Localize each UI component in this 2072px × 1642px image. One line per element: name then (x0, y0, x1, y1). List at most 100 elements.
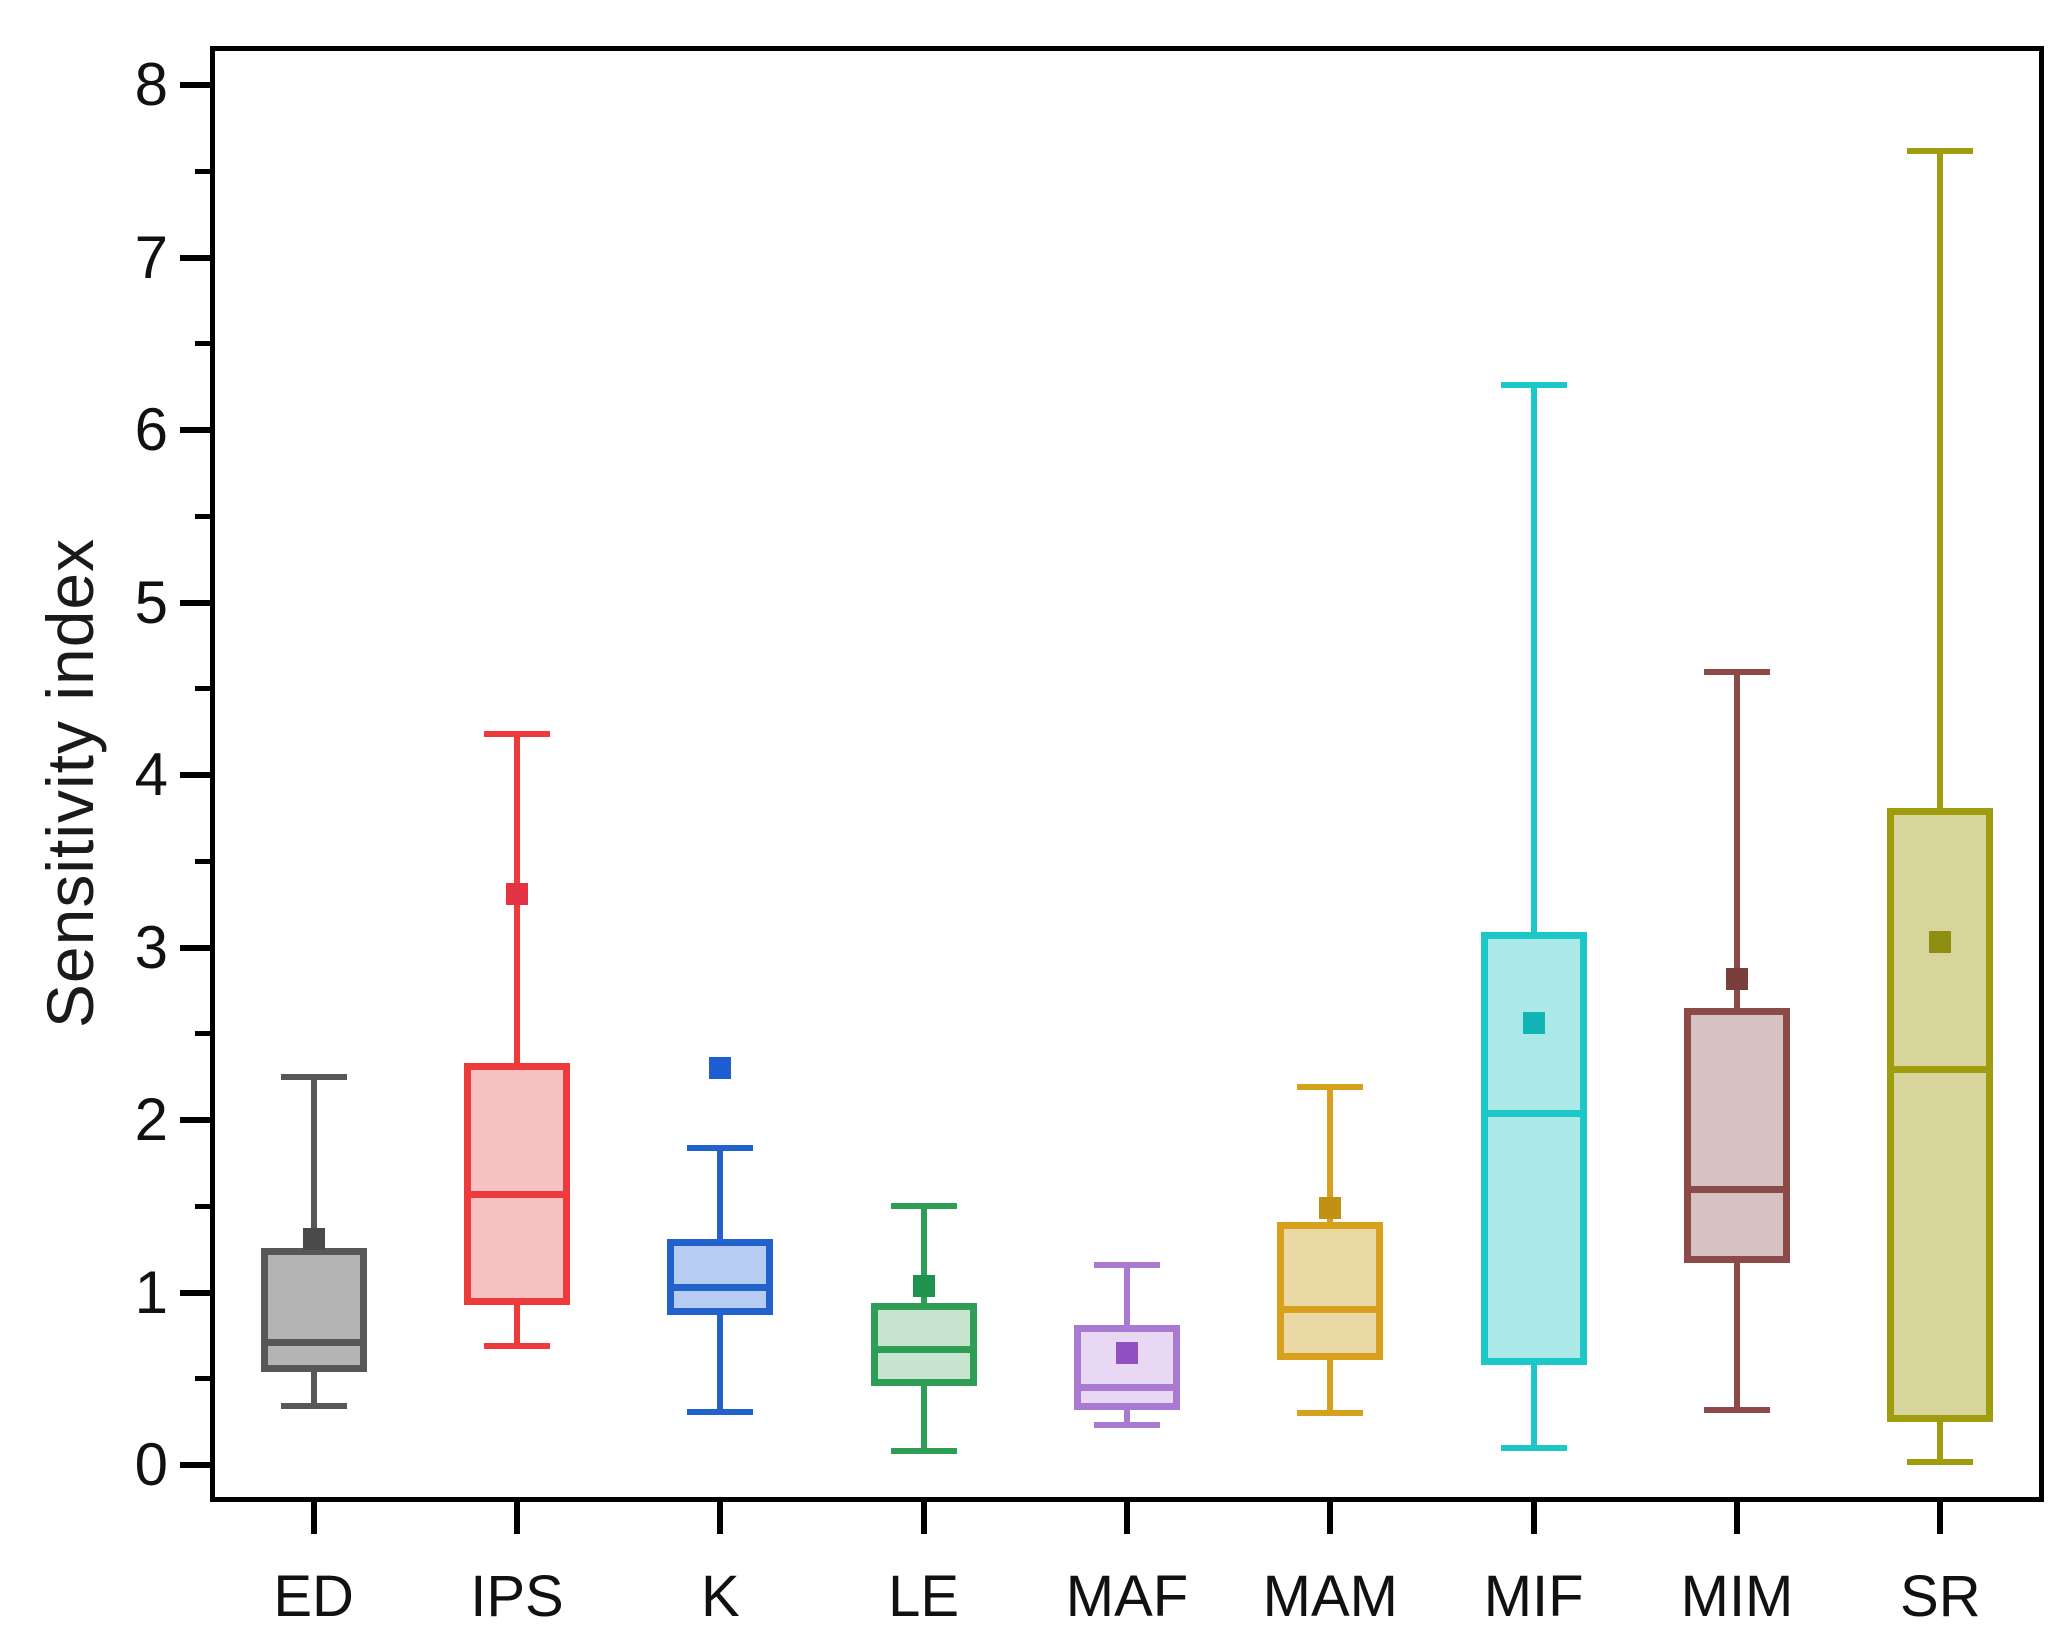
mean-marker-MIF (1522, 1012, 1545, 1035)
lower-cap-MIM (1704, 1406, 1770, 1413)
y-major-tick (180, 944, 210, 951)
lower-whisker-MIM (1734, 1263, 1740, 1410)
outlier-marker-K (709, 1057, 732, 1080)
upper-cap-K (687, 1144, 754, 1151)
lower-cap-K (687, 1408, 754, 1415)
lower-cap-SR (1907, 1458, 1974, 1465)
iqr-box-IPS (464, 1063, 570, 1305)
y-major-tick (180, 599, 210, 606)
lower-whisker-K (717, 1314, 724, 1412)
y-major-tick (180, 254, 210, 261)
x-major-tick (310, 1502, 317, 1534)
median-line-MIF (1480, 1109, 1587, 1117)
iqr-box-SR (1887, 807, 1994, 1422)
iqr-box-MIF (1480, 931, 1587, 1365)
upper-cap-MAM (1297, 1084, 1364, 1091)
upper-whisker-K (717, 1147, 724, 1240)
x-major-tick (920, 1502, 927, 1534)
x-tick-label-MIF: MIF (1483, 1564, 1584, 1629)
y-minor-tick (195, 168, 210, 174)
y-major-tick (180, 1462, 210, 1468)
y-minor-tick (195, 1203, 210, 1209)
y-tick-label: 7 (134, 223, 168, 291)
lower-cap-MIF (1500, 1444, 1567, 1451)
x-tick-label-MAF: MAF (1065, 1564, 1189, 1629)
y-minor-tick (195, 1376, 210, 1382)
lower-whisker-MAM (1327, 1359, 1334, 1414)
x-major-tick (1327, 1502, 1334, 1534)
iqr-box-MIM (1684, 1007, 1790, 1264)
x-tick-label-K: K (700, 1564, 740, 1629)
upper-whisker-MAM (1327, 1087, 1334, 1222)
x-major-tick (1734, 1502, 1740, 1534)
lower-whisker-LE (920, 1385, 927, 1452)
upper-cap-LE (890, 1203, 957, 1210)
lower-whisker-SR (1937, 1421, 1944, 1462)
y-minor-tick (195, 341, 210, 347)
mean-marker-SR (1929, 931, 1952, 954)
y-major-tick (180, 772, 210, 778)
upper-cap-MIM (1704, 668, 1770, 675)
mean-marker-LE (912, 1274, 935, 1297)
median-line-MIM (1684, 1185, 1790, 1193)
median-line-IPS (464, 1190, 570, 1198)
median-line-SR (1887, 1066, 1994, 1074)
lower-cap-MAM (1297, 1410, 1364, 1417)
x-tick-label-SR: SR (1900, 1564, 1981, 1629)
x-major-tick (717, 1502, 724, 1534)
x-tick-label-IPS: IPS (470, 1564, 564, 1629)
upper-whisker-MIM (1734, 671, 1740, 1008)
median-line-K (667, 1283, 774, 1291)
lower-whisker-ED (310, 1371, 317, 1407)
x-major-tick (514, 1502, 520, 1534)
y-tick-label: 6 (134, 396, 168, 463)
y-tick-label: 4 (134, 741, 168, 808)
y-minor-tick (195, 513, 210, 519)
y-tick-label: 3 (134, 913, 168, 981)
upper-whisker-ED (310, 1076, 317, 1248)
y-minor-tick (195, 686, 210, 692)
lower-cap-ED (280, 1403, 347, 1410)
upper-whisker-LE (920, 1206, 927, 1303)
upper-cap-SR (1907, 147, 1974, 154)
mean-marker-MIM (1726, 967, 1748, 990)
y-major-tick (180, 1289, 210, 1296)
mean-marker-MAF (1116, 1341, 1138, 1364)
x-major-tick (1530, 1502, 1537, 1534)
x-tick-label-MAM: MAM (1262, 1564, 1398, 1629)
median-line-ED (260, 1339, 367, 1347)
x-tick-label-ED: ED (273, 1564, 354, 1629)
y-tick-label: 0 (134, 1431, 168, 1498)
iqr-box-LE (870, 1302, 977, 1386)
lower-whisker-IPS (514, 1304, 520, 1346)
y-minor-tick (195, 858, 210, 864)
y-tick-label: 5 (134, 568, 168, 636)
median-line-MAF (1074, 1383, 1180, 1391)
mean-marker-IPS (506, 883, 528, 906)
x-major-tick (1124, 1502, 1130, 1534)
y-major-tick (180, 1117, 210, 1123)
iqr-box-K (667, 1239, 774, 1315)
upper-whisker-MAF (1124, 1264, 1130, 1326)
x-tick-label-MIM: MIM (1680, 1564, 1794, 1629)
y-major-tick (180, 427, 210, 433)
lower-cap-LE (890, 1448, 957, 1455)
iqr-box-ED (260, 1247, 367, 1372)
lower-cap-MAF (1094, 1422, 1160, 1429)
upper-whisker-SR (1937, 150, 1944, 808)
plot-area-frame (210, 46, 2044, 1502)
x-tick-label-LE: LE (888, 1564, 960, 1629)
y-tick-label: 8 (134, 51, 168, 118)
iqr-box-MAF (1074, 1325, 1180, 1410)
y-minor-tick (195, 1031, 210, 1037)
y-tick-label: 1 (134, 1258, 168, 1326)
y-major-tick (180, 82, 210, 88)
mean-marker-MAM (1319, 1196, 1342, 1219)
mean-marker-ED (302, 1228, 325, 1251)
lower-whisker-MAF (1124, 1409, 1130, 1426)
x-major-tick (1937, 1502, 1944, 1534)
upper-cap-MIF (1500, 382, 1567, 389)
upper-whisker-MIF (1530, 385, 1537, 932)
lower-whisker-MIF (1530, 1364, 1537, 1448)
